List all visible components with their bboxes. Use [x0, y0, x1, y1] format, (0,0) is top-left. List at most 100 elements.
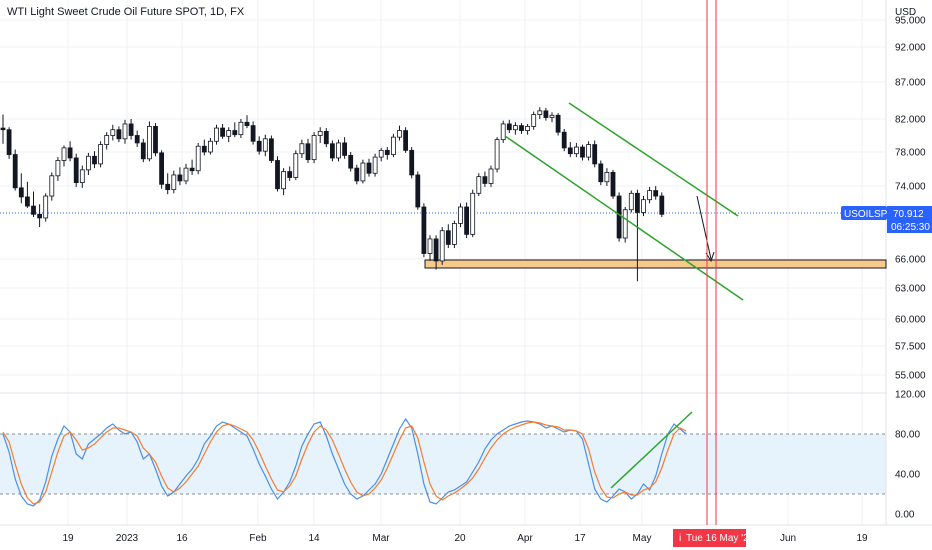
- candle: [232, 122, 238, 138]
- time-tick-label: Feb: [249, 533, 267, 544]
- candle: [104, 132, 110, 150]
- candle: [12, 149, 18, 191]
- price-tick-label: 60.000: [895, 315, 926, 326]
- candle: [299, 139, 305, 158]
- candle-body: [116, 129, 122, 140]
- candle-body: [153, 126, 158, 154]
- candle-body: [494, 139, 500, 170]
- time-tick-label: May: [633, 533, 652, 544]
- candle: [275, 156, 280, 192]
- candle-body: [92, 155, 97, 165]
- divergence-line[interactable]: [610, 411, 693, 489]
- price-tick-label: 74.000: [895, 182, 926, 193]
- time-tick-label: 17: [574, 533, 586, 544]
- candle-body: [500, 123, 506, 141]
- candle: [458, 203, 463, 228]
- candle: [476, 173, 482, 197]
- candle-body: [641, 199, 646, 213]
- candle-body: [268, 138, 274, 161]
- price-tick-label: 66.000: [895, 255, 926, 266]
- candle: [464, 202, 470, 239]
- candle: [201, 139, 207, 156]
- candle-body: [250, 125, 256, 142]
- candle: [329, 140, 335, 162]
- candle: [427, 235, 433, 261]
- channel-lower-line[interactable]: [504, 135, 744, 301]
- candle: [500, 120, 506, 143]
- candle: [586, 141, 591, 161]
- candle: [372, 153, 378, 177]
- price-tick-label: 92.000: [895, 43, 926, 54]
- candle-body: [592, 144, 598, 165]
- currency-label: USD: [895, 7, 916, 18]
- candle-body: [104, 135, 110, 145]
- time-axis[interactable]: 19 2023 16 Feb 14 Mar 20 Apr 17 May Jun 19: [62, 533, 868, 544]
- candle: [561, 128, 567, 152]
- candle-body: [403, 130, 409, 151]
- candle-body: [439, 230, 445, 262]
- candle-body: [458, 206, 463, 224]
- stoch-axis[interactable]: 120.00 80.00 40.00 0.00: [895, 390, 926, 521]
- candle-body: [128, 123, 134, 136]
- candle-body: [31, 205, 36, 215]
- candle: [567, 142, 573, 158]
- candle-body: [549, 114, 555, 118]
- candle: [49, 172, 55, 201]
- date-tag[interactable]: i Tue 16 May '23: [673, 529, 755, 547]
- candle: [305, 138, 311, 164]
- candle-body: [61, 147, 67, 161]
- candle-body: [451, 223, 457, 245]
- candle: [43, 193, 49, 222]
- candle-body: [0, 127, 6, 131]
- price-tag-box: [887, 206, 932, 233]
- candle: [195, 142, 201, 175]
- price-axis[interactable]: 95.000 92.000 87.000 82.000 78.000 74.000 66.0…: [895, 16, 926, 382]
- candle-body: [470, 192, 476, 235]
- candle: [592, 140, 598, 168]
- candle-body: [171, 174, 177, 191]
- candle-body: [342, 142, 348, 156]
- projection-arrow[interactable]: [696, 195, 712, 260]
- candle: [659, 192, 665, 218]
- candle: [110, 124, 116, 141]
- candle-body: [207, 140, 213, 153]
- support-zone[interactable]: [424, 259, 887, 269]
- stoch-tick-label: 40.00: [895, 470, 920, 481]
- candle-body: [635, 192, 640, 213]
- candle: [549, 112, 555, 123]
- candle-body: [159, 152, 165, 185]
- candle-body: [537, 110, 543, 115]
- candle-body: [67, 147, 73, 159]
- candle-body: [659, 195, 665, 215]
- price-tick-label: 63.000: [895, 284, 926, 295]
- candle-body: [287, 171, 293, 178]
- time-tick-label: 20: [454, 533, 466, 544]
- candle: [445, 224, 451, 249]
- candle: [61, 145, 67, 167]
- channel-upper-line[interactable]: [568, 102, 739, 217]
- candle-body: [86, 155, 91, 171]
- candle-body: [55, 160, 61, 177]
- price-tag: USOILSPOT 70.912 06:25:30: [841, 206, 932, 233]
- price-tick-label: 57.500: [895, 342, 926, 353]
- candle-body: [37, 213, 42, 219]
- candle-body: [110, 129, 116, 136]
- candle: [293, 150, 299, 181]
- candle: [390, 133, 396, 158]
- candle-body: [146, 126, 152, 160]
- candle: [537, 107, 543, 119]
- candle-body: [49, 175, 55, 197]
- candle-body: [183, 167, 189, 182]
- candle: [128, 119, 134, 140]
- candle-body: [317, 130, 323, 136]
- candle: [37, 204, 42, 228]
- time-tick-label: 19: [856, 533, 868, 544]
- candle-body: [543, 110, 549, 118]
- candle: [189, 159, 195, 175]
- candle: [183, 163, 189, 185]
- candle: [250, 121, 256, 145]
- price-tag-value: 70.912: [893, 209, 924, 220]
- candle-body: [519, 125, 524, 131]
- candle: [482, 171, 488, 187]
- candle: [366, 158, 372, 177]
